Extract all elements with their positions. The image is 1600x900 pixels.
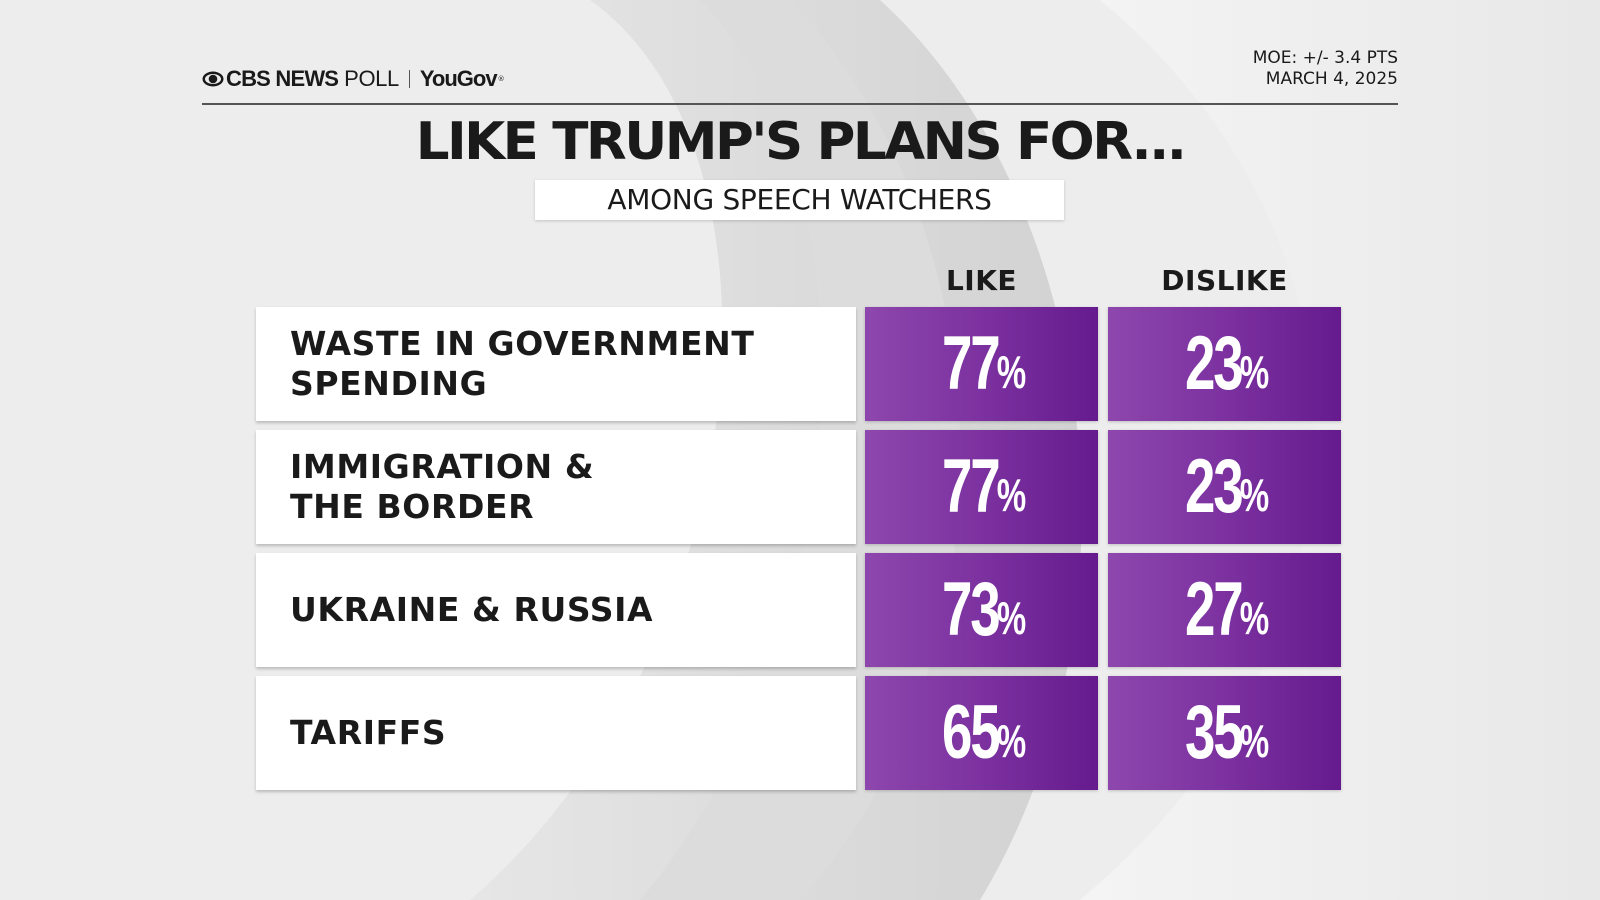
poll-date: MARCH 4, 2025 — [1265, 69, 1398, 89]
value-cell-dislike: 27% — [1108, 553, 1341, 667]
value-cell-like: 65% — [865, 676, 1098, 790]
chart-title: LIKE TRUMP'S PLANS FOR... — [415, 112, 1187, 172]
column-header-like: LIKE — [945, 264, 1018, 297]
poll-meta: MOE: +/- 3.4 PTS MARCH 4, 2025 — [1253, 48, 1398, 90]
value-cell-like: 73% — [865, 553, 1098, 667]
percent-sign: % — [997, 592, 1027, 644]
percent-sign: % — [997, 346, 1027, 398]
cbs-eye-icon — [202, 71, 224, 87]
brand-yougov: YouGov — [419, 66, 498, 91]
row-label: TARIFFS — [256, 676, 856, 790]
chart-subtitle: AMONG SPEECH WATCHERS — [535, 180, 1064, 220]
value-number: 77 — [941, 321, 1001, 406]
value-cell-dislike: 23% — [1108, 430, 1341, 544]
value-number: 35 — [1184, 690, 1244, 775]
brand-cbs-news: CBS NEWS — [226, 66, 339, 91]
row-label: WASTE IN GOVERNMENT SPENDING — [256, 307, 856, 421]
value-number: 23 — [1184, 321, 1244, 406]
value-cell-dislike: 35% — [1108, 676, 1341, 790]
value-number: 65 — [941, 690, 1001, 775]
value-number: 27 — [1184, 567, 1244, 652]
percent-sign: % — [1240, 469, 1270, 521]
row-label-text: TARIFFS — [290, 713, 447, 752]
value-cell-dislike: 23% — [1108, 307, 1341, 421]
margin-of-error: MOE: +/- 3.4 PTS — [1252, 48, 1398, 68]
brand-logo: CBS NEWS POLL YouGov ® — [202, 66, 505, 92]
percent-sign: % — [997, 469, 1027, 521]
brand-divider — [408, 70, 410, 88]
percent-sign: % — [1240, 346, 1270, 398]
swoosh-band-inner — [640, 0, 961, 900]
percent-sign: % — [997, 715, 1027, 767]
column-header-dislike: DISLIKE — [1161, 264, 1288, 297]
value-number: 77 — [941, 444, 1001, 529]
header-divider — [202, 103, 1398, 105]
registered-mark: ® — [497, 75, 505, 83]
percent-sign: % — [1240, 715, 1270, 767]
row-label-text: WASTE IN GOVERNMENT SPENDING — [290, 324, 755, 403]
value-number: 23 — [1184, 444, 1244, 529]
row-label: IMMIGRATION & THE BORDER — [256, 430, 856, 544]
row-label-text: IMMIGRATION & THE BORDER — [290, 447, 595, 526]
header: CBS NEWS POLL YouGov ® MOE: +/- 3.4 PTS … — [202, 48, 1398, 105]
value-cell-like: 77% — [865, 430, 1098, 544]
value-cell-like: 77% — [865, 307, 1098, 421]
percent-sign: % — [1240, 592, 1270, 644]
row-label: UKRAINE & RUSSIA — [256, 553, 856, 667]
value-number: 73 — [941, 567, 1001, 652]
row-label-text: UKRAINE & RUSSIA — [290, 590, 654, 629]
brand-poll: POLL — [344, 66, 399, 91]
